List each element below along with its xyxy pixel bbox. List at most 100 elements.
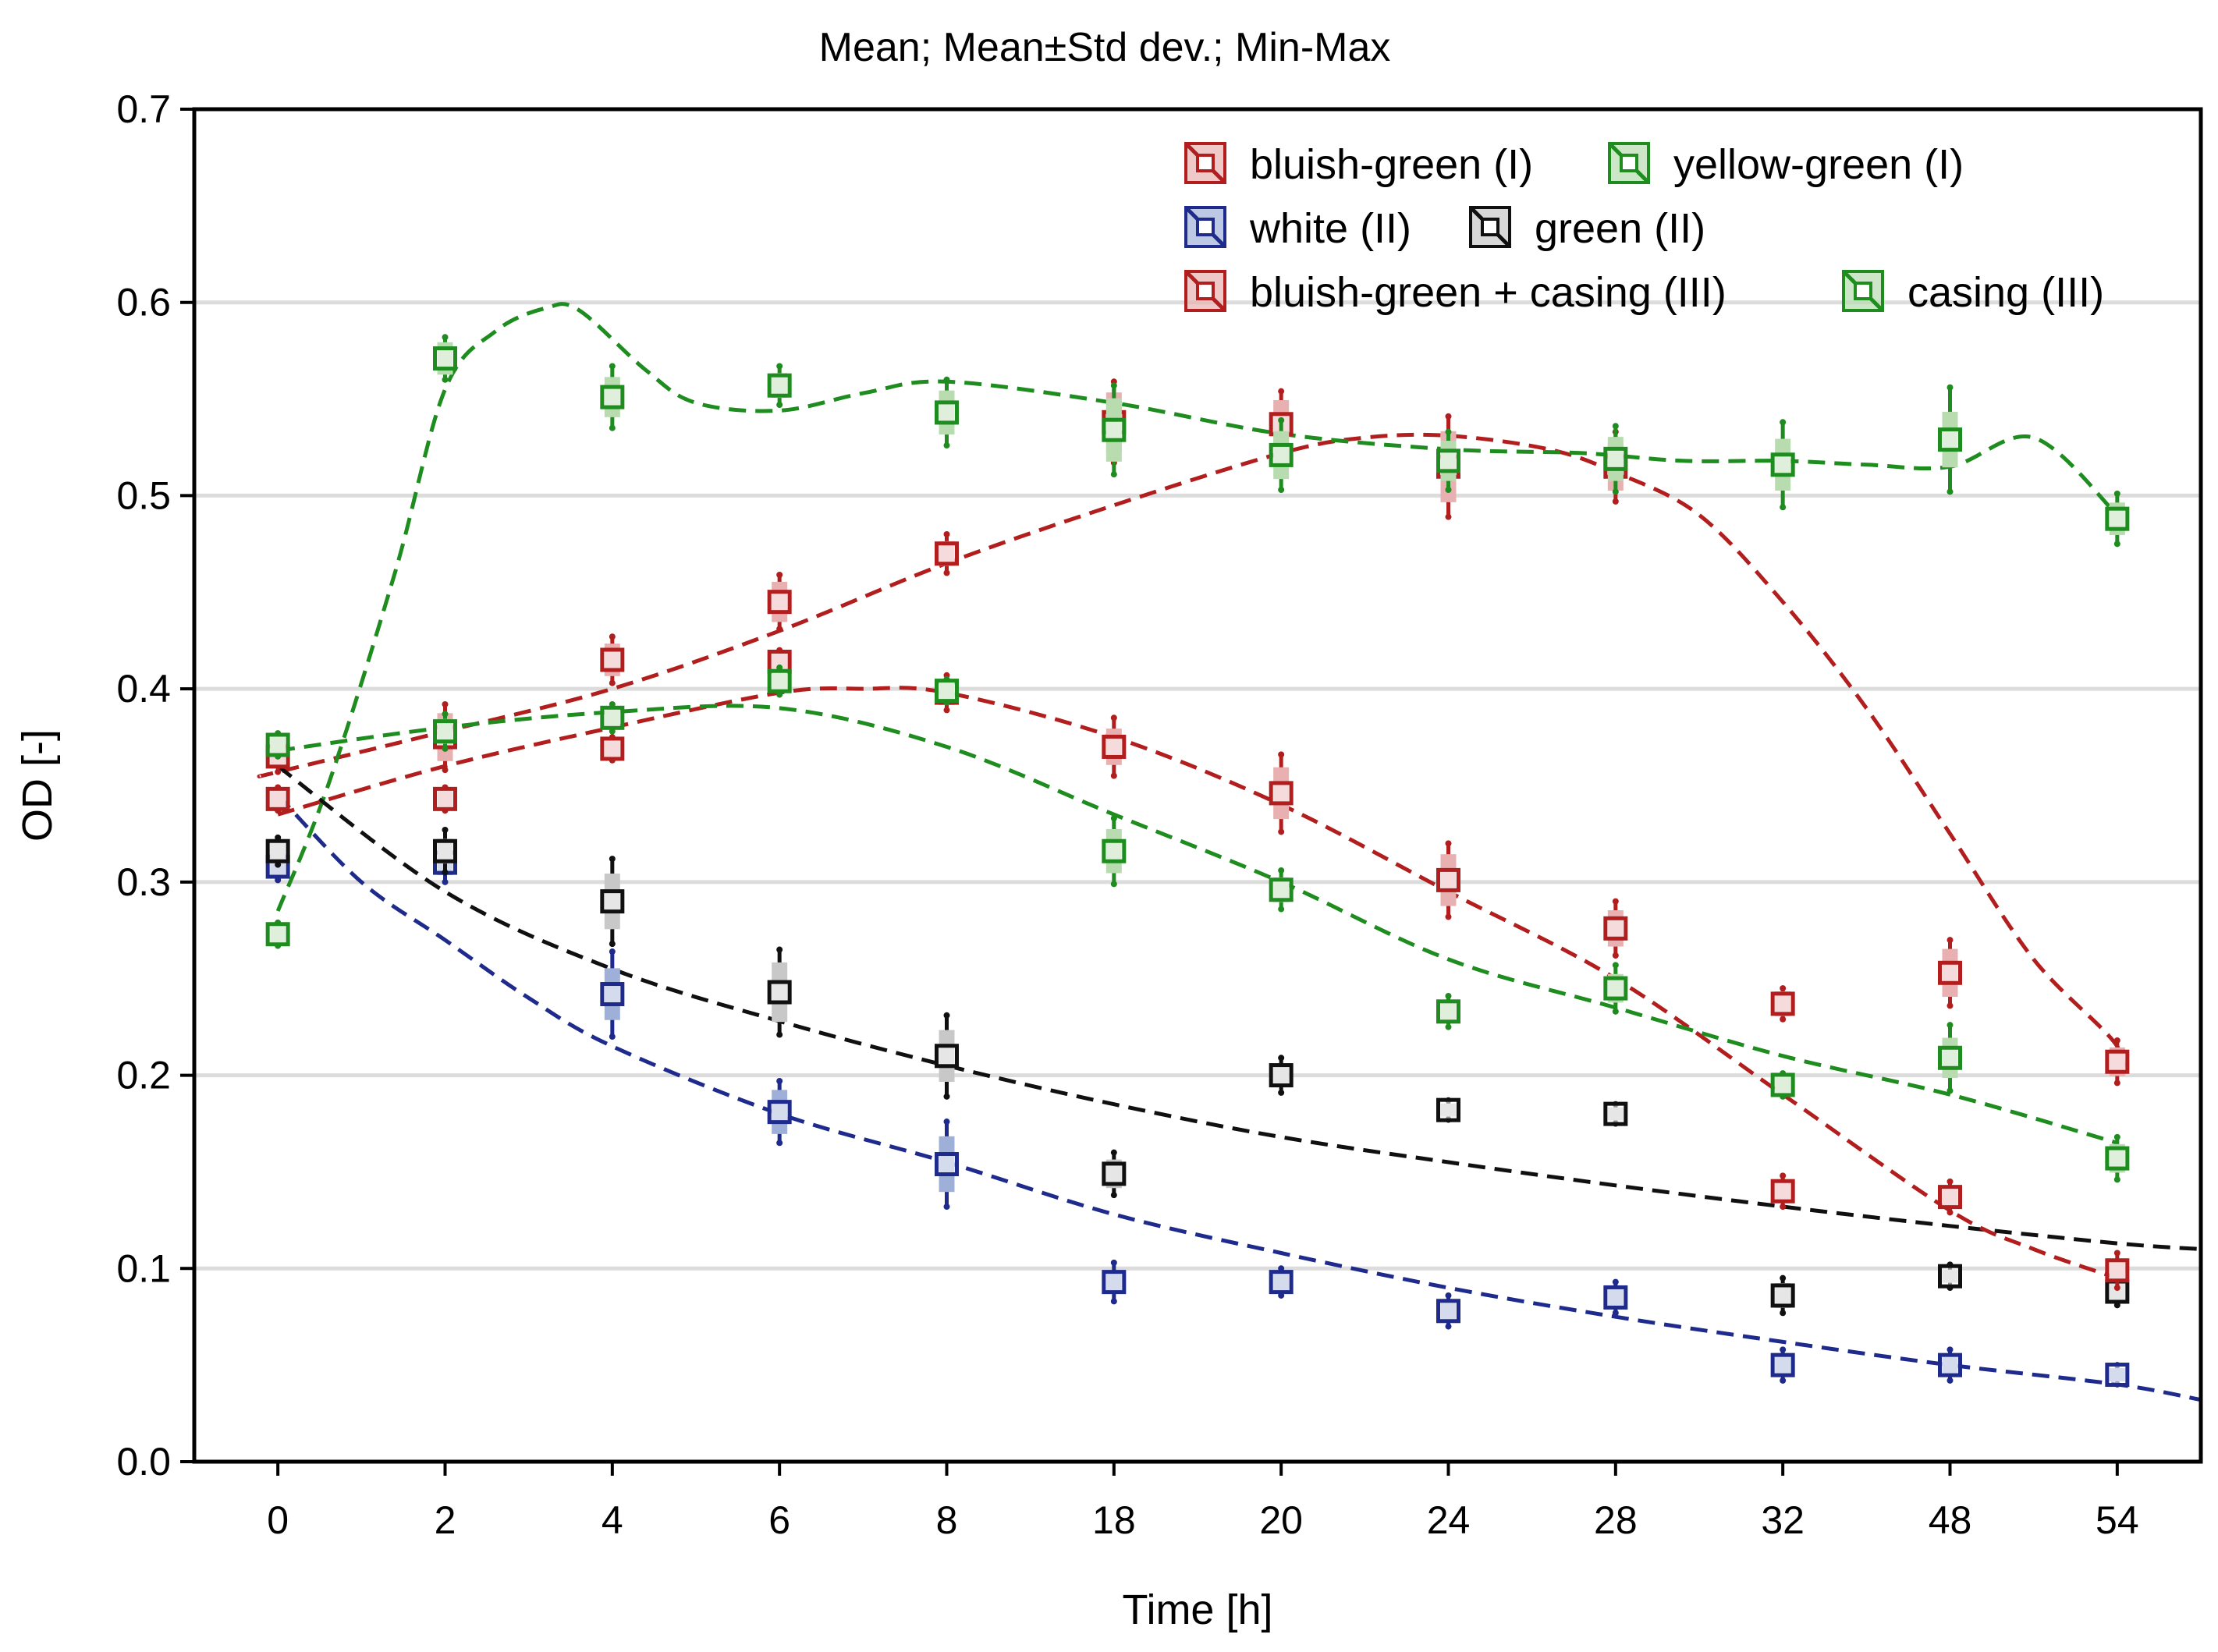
min-cap (1110, 1298, 1117, 1305)
fit-curve-series-2 (276, 793, 2202, 1402)
data-point (433, 334, 457, 383)
mean-marker (1603, 976, 1628, 1001)
min-cap (1612, 498, 1619, 505)
data-point (600, 734, 625, 764)
mean-marker (1938, 1045, 1962, 1070)
mean-marker (1938, 427, 1962, 452)
data-point (1436, 993, 1460, 1030)
data-point (767, 571, 792, 633)
min-cap (1445, 1323, 1452, 1330)
legend: bluish-green (I) yellow-green (I) white (I… (1184, 141, 2104, 316)
mean-marker (935, 1044, 959, 1069)
data-point (433, 826, 457, 876)
data-point (265, 730, 290, 760)
max-cap (2113, 1250, 2120, 1257)
mean-marker (1102, 417, 1127, 442)
max-cap (609, 948, 616, 955)
min-cap (1110, 471, 1117, 478)
min-cap (1278, 486, 1285, 493)
min-cap (1445, 1023, 1452, 1030)
max-cap (1947, 937, 1954, 944)
data-point (1102, 815, 1127, 888)
max-cap (776, 1078, 783, 1085)
data-point (1436, 840, 1460, 920)
data-point (767, 664, 792, 698)
max-cap (2113, 1133, 2120, 1140)
data-point (2105, 1362, 2130, 1388)
mean-marker (600, 705, 625, 730)
mean-marker (1938, 1185, 1962, 1210)
legend-label: bluish-green (I) (1250, 141, 1533, 188)
mean-marker (1436, 867, 1460, 892)
max-cap (609, 363, 616, 370)
x-axis-title: Time [h] (1122, 1586, 1272, 1633)
max-cap (1110, 1259, 1117, 1266)
min-cap (1612, 1310, 1619, 1317)
y-tick-label: 0.0 (116, 1440, 171, 1484)
max-cap (776, 946, 783, 953)
min-cap (1947, 1087, 1954, 1094)
max-cap (1947, 1346, 1954, 1353)
max-cap (1278, 751, 1285, 758)
max-cap (442, 700, 449, 707)
y-tick-label: 0.5 (116, 473, 171, 517)
y-axis-title: OD [-] (14, 729, 61, 842)
max-cap (2113, 1037, 2120, 1044)
legend-label: white (II) (1249, 205, 1411, 252)
min-cap (943, 707, 950, 714)
mean-marker (767, 1100, 792, 1125)
max-cap (943, 1012, 950, 1019)
min-cap (1110, 772, 1117, 779)
mean-marker (600, 385, 625, 409)
x-tick-label: 0 (267, 1498, 289, 1542)
data-point (433, 711, 457, 752)
min-cap (1110, 1192, 1117, 1199)
max-cap (1278, 388, 1285, 395)
data-point (1436, 1292, 1460, 1330)
min-cap (442, 745, 449, 752)
max-cap (1947, 1178, 1954, 1185)
mean-marker (1269, 1063, 1294, 1088)
y-tick-label: 0.4 (116, 667, 171, 711)
min-cap (2113, 1079, 2120, 1087)
data-point (1938, 937, 1962, 1009)
data-point (1102, 1259, 1127, 1305)
min-cap (442, 869, 449, 876)
max-cap (1278, 417, 1285, 424)
min-cap (776, 626, 783, 633)
max-cap (1278, 1055, 1285, 1062)
max-cap (1780, 985, 1787, 992)
data-point (1770, 1346, 1795, 1384)
data-point (600, 948, 625, 1040)
mean-marker (1938, 960, 1962, 985)
data-point (935, 1012, 959, 1100)
mean-marker (1269, 1270, 1294, 1295)
max-cap (442, 711, 449, 718)
data-point (2105, 490, 2130, 548)
mean-marker (2105, 1146, 2130, 1171)
min-cap (943, 1093, 950, 1100)
data-markers (265, 334, 2130, 1388)
legend-swatch-square (1196, 282, 1215, 300)
mean-marker (1102, 838, 1127, 863)
mean-marker (265, 838, 290, 863)
mean-marker (1603, 916, 1628, 941)
data-point (1603, 962, 1628, 1015)
min-cap (1780, 1377, 1787, 1384)
min-cap (1612, 952, 1619, 959)
max-cap (1445, 1292, 1452, 1299)
max-cap (1110, 1149, 1117, 1156)
data-point (1269, 1055, 1294, 1096)
max-cap (776, 571, 783, 578)
mean-marker (767, 373, 792, 398)
min-cap (1780, 504, 1787, 511)
min-cap (609, 941, 616, 948)
legend-item: bluish-green (I) (1184, 141, 1533, 188)
data-point (2105, 1133, 2130, 1183)
min-cap (1780, 1016, 1787, 1023)
x-tick-label: 28 (1594, 1498, 1638, 1542)
min-cap (609, 424, 616, 431)
data-point (1436, 428, 1460, 493)
data-point (1770, 1172, 1795, 1211)
data-point (1770, 1274, 1795, 1317)
